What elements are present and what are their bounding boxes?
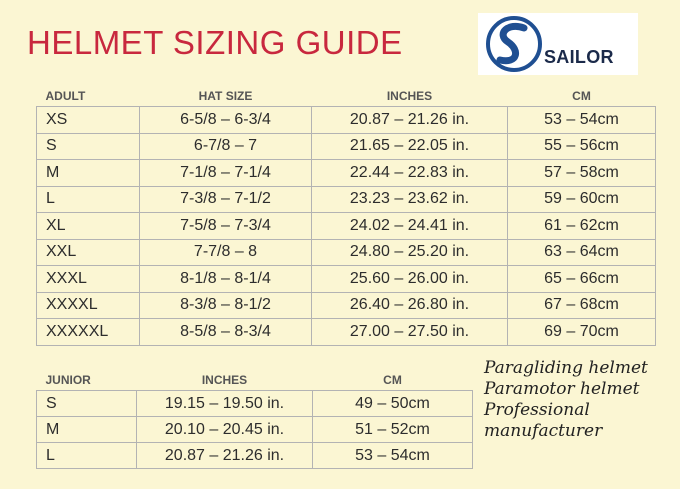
inches-cell: 24.02 – 24.41 in. <box>311 212 508 240</box>
inches-cell: 22.44 – 22.83 in. <box>311 159 508 187</box>
cm-cell: 55 – 56cm <box>507 132 656 160</box>
cm-cell: 65 – 66cm <box>507 265 656 293</box>
size-cell: M <box>36 416 137 443</box>
size-cell: XXL <box>36 238 140 266</box>
hat-size-cell: 6-7/8 – 7 <box>139 132 312 160</box>
junior-column-header: JUNIOR <box>45 373 91 387</box>
hat-size-cell: 7-5/8 – 7-3/4 <box>139 212 312 240</box>
table-row: S 6-7/8 – 7 21.65 – 22.05 in. 55 – 56cm <box>36 132 656 160</box>
size-cell: XXXXL <box>36 291 140 319</box>
table-row: L 20.87 – 21.26 in. 53 – 54cm <box>36 442 473 469</box>
size-cell: L <box>36 442 137 469</box>
inches-cell: 27.00 – 27.50 in. <box>311 318 508 346</box>
size-cell: S <box>36 132 140 160</box>
table-row: L 7-3/8 – 7-1/2 23.23 – 23.62 in. 59 – 6… <box>36 185 656 213</box>
cm-column-header: CM <box>383 373 402 387</box>
hat-size-cell: 8-1/8 – 8-1/4 <box>139 265 312 293</box>
table-row: M 20.10 – 20.45 in. 51 – 52cm <box>36 416 473 443</box>
cm-cell: 67 – 68cm <box>507 291 656 319</box>
table-row: XS 6-5/8 – 6-3/4 20.87 – 21.26 in. 53 – … <box>36 106 656 134</box>
cm-cell: 61 – 62cm <box>507 212 656 240</box>
hat-size-column-header: HAT SIZE <box>198 89 253 103</box>
adult-size-table: ADULT HAT SIZE INCHES CM XS 6-5/8 – 6-3/… <box>36 86 656 346</box>
size-cell: S <box>36 390 137 417</box>
sailor-swirl-icon <box>486 16 542 72</box>
inches-cell: 21.65 – 22.05 in. <box>311 132 508 160</box>
inches-cell: 26.40 – 26.80 in. <box>311 291 508 319</box>
hat-size-cell: 8-5/8 – 8-3/4 <box>139 318 312 346</box>
adult-column-header: ADULT <box>45 89 86 103</box>
cm-cell: 57 – 58cm <box>507 159 656 187</box>
junior-header-row: JUNIOR INCHES CM <box>37 370 473 391</box>
cm-cell: 49 – 50cm <box>312 390 473 417</box>
inches-cell: 20.10 – 20.45 in. <box>136 416 313 443</box>
inches-cell: 20.87 – 21.26 in. <box>311 106 508 134</box>
cm-cell: 53 – 54cm <box>507 106 656 134</box>
adult-header-row: ADULT HAT SIZE INCHES CM <box>37 86 656 107</box>
hat-size-cell: 8-3/8 – 8-1/2 <box>139 291 312 319</box>
inches-column-header: INCHES <box>386 89 433 103</box>
size-cell: XXXL <box>36 265 140 293</box>
size-cell: XL <box>36 212 140 240</box>
inches-cell: 23.23 – 23.62 in. <box>311 185 508 213</box>
inches-cell: 19.15 – 19.50 in. <box>136 390 313 417</box>
cm-cell: 63 – 64cm <box>507 238 656 266</box>
note-line: Professional <box>484 400 590 420</box>
size-cell: M <box>36 159 140 187</box>
junior-size-table: JUNIOR INCHES CM S 19.15 – 19.50 in. 49 … <box>36 370 473 469</box>
hat-size-cell: 7-1/8 – 7-1/4 <box>139 159 312 187</box>
inches-cell: 25.60 – 26.00 in. <box>311 265 508 293</box>
size-cell: XS <box>36 106 140 134</box>
cm-cell: 51 – 52cm <box>312 416 473 443</box>
page-title: HELMET SIZING GUIDE <box>27 24 403 61</box>
manufacturer-note: Paragliding helmet Paramotor helmet Prof… <box>484 358 648 442</box>
size-cell: L <box>36 185 140 213</box>
note-line: manufacturer <box>484 421 603 441</box>
hat-size-cell: 7-7/8 – 8 <box>139 238 312 266</box>
table-row: XXXL 8-1/8 – 8-1/4 25.60 – 26.00 in. 65 … <box>36 265 656 293</box>
inches-cell: 24.80 – 25.20 in. <box>311 238 508 266</box>
table-row: XXL 7-7/8 – 8 24.80 – 25.20 in. 63 – 64c… <box>36 238 656 266</box>
size-cell: XXXXXL <box>36 318 140 346</box>
table-row: XL 7-5/8 – 7-3/4 24.02 – 24.41 in. 61 – … <box>36 212 656 240</box>
hat-size-cell: 6-5/8 – 6-3/4 <box>139 106 312 134</box>
logo-text: SAILOR <box>544 47 614 67</box>
table-row: XXXXXL 8-5/8 – 8-3/4 27.00 – 27.50 in. 6… <box>36 318 656 346</box>
note-line: Paramotor helmet <box>484 379 640 399</box>
cm-cell: 59 – 60cm <box>507 185 656 213</box>
inches-cell: 20.87 – 21.26 in. <box>136 442 313 469</box>
cm-cell: 69 – 70cm <box>507 318 656 346</box>
table-row: M 7-1/8 – 7-1/4 22.44 – 22.83 in. 57 – 5… <box>36 159 656 187</box>
inches-column-header: INCHES <box>201 373 248 387</box>
table-row: S 19.15 – 19.50 in. 49 – 50cm <box>36 390 473 417</box>
table-row: XXXXL 8-3/8 – 8-1/2 26.40 – 26.80 in. 67… <box>36 291 656 319</box>
cm-column-header: CM <box>572 89 591 103</box>
sailor-logo: SAILOR <box>478 13 638 75</box>
cm-cell: 53 – 54cm <box>312 442 473 469</box>
hat-size-cell: 7-3/8 – 7-1/2 <box>139 185 312 213</box>
note-line: Paragliding helmet <box>484 358 648 378</box>
